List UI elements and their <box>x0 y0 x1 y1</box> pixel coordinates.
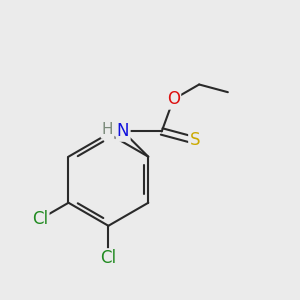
Text: Cl: Cl <box>100 250 116 268</box>
Text: N: N <box>117 122 129 140</box>
Text: S: S <box>190 131 200 149</box>
Text: Cl: Cl <box>32 210 48 228</box>
Text: O: O <box>167 90 180 108</box>
Text: H: H <box>102 122 113 137</box>
